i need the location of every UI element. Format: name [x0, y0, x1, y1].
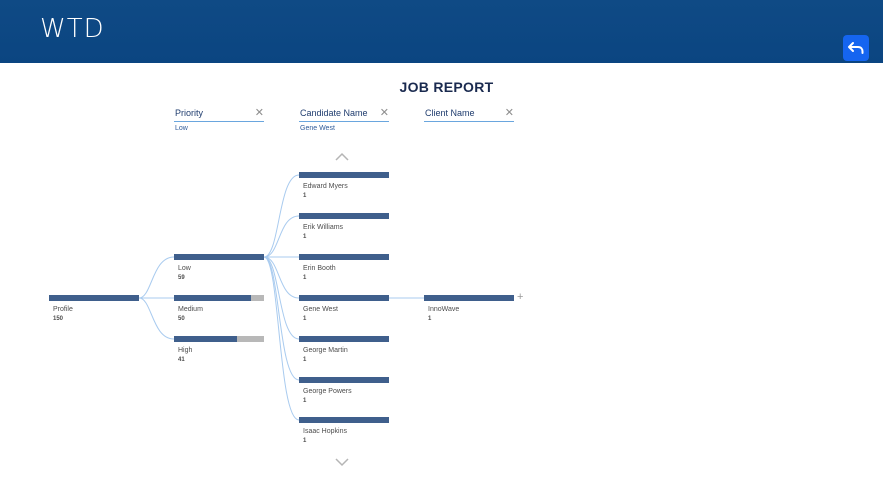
node-priority-low[interactable]: Low 59: [174, 254, 264, 281]
filter-candidate-name: Candidate Name ✕ Gene West: [299, 107, 389, 134]
node-label: Erin Booth: [303, 265, 336, 272]
node-label: George Martin: [303, 347, 348, 354]
node-priority-high[interactable]: High 41: [174, 336, 264, 363]
node-bar: [299, 254, 389, 260]
node-bar: [299, 213, 389, 219]
link-profile-high: [138, 297, 175, 340]
node-bar: [174, 295, 264, 301]
close-icon[interactable]: ✕: [254, 107, 264, 119]
app-header: WTD: [0, 0, 883, 63]
link-low-isaac-hopkins: [263, 256, 300, 421]
node-value: 1: [303, 357, 307, 363]
node-label: Isaac Hopkins: [303, 428, 347, 435]
node-candidate-george-powers[interactable]: George Powers 1: [299, 377, 389, 404]
node-bar: [299, 336, 389, 342]
link-low-edward-myers: [263, 174, 300, 258]
filter-priority: Priority ✕ Low: [174, 107, 264, 134]
node-value: 50: [178, 316, 185, 322]
page-title: JOB REPORT: [399, 79, 494, 95]
node-label: InnoWave: [428, 306, 460, 313]
link-low-george-martin: [263, 256, 300, 340]
node-bar: [49, 295, 139, 301]
plus-icon[interactable]: +: [517, 291, 524, 303]
link-profile-low: [138, 256, 175, 299]
node-bar: [299, 417, 389, 423]
node-bar-fill: [174, 336, 237, 342]
node-candidate-isaac-hopkins[interactable]: Isaac Hopkins 1: [299, 417, 389, 444]
link-low-erik-williams: [263, 215, 300, 258]
node-value: 1: [428, 316, 432, 322]
filter-priority-header[interactable]: Priority ✕: [174, 107, 264, 122]
node-client-innowave[interactable]: InnoWave 1: [424, 295, 514, 322]
filter-client-name: Client Name ✕: [424, 107, 514, 134]
filter-candidate-name-header[interactable]: Candidate Name ✕: [299, 107, 389, 122]
close-icon[interactable]: ✕: [379, 107, 389, 119]
filter-client-name-label: Client Name: [425, 108, 475, 118]
node-value: 1: [303, 275, 307, 281]
node-label: Edward Myers: [303, 183, 348, 190]
node-bar: [299, 172, 389, 178]
node-value: 1: [303, 438, 307, 444]
chevron-down-icon[interactable]: [334, 457, 350, 467]
link-low-george-powers: [263, 256, 300, 381]
node-label: High: [178, 347, 193, 354]
node-value: 1: [303, 193, 307, 199]
node-bar: [299, 377, 389, 383]
filter-candidate-name-label: Candidate Name: [300, 108, 368, 118]
close-icon[interactable]: ✕: [504, 107, 514, 119]
node-value: 1: [303, 316, 307, 322]
node-value: 59: [178, 275, 185, 281]
node-priority-medium[interactable]: Medium 50: [174, 295, 264, 322]
node-candidate-george-martin[interactable]: George Martin 1: [299, 336, 389, 363]
node-candidate-erik-williams[interactable]: Erik Williams 1: [299, 213, 389, 240]
node-bar: [174, 336, 264, 342]
node-label: Profile: [53, 306, 73, 313]
node-candidate-erin-booth[interactable]: Erin Booth 1: [299, 254, 389, 281]
chevron-up-icon[interactable]: [334, 152, 350, 162]
filter-client-name-header[interactable]: Client Name ✕: [424, 107, 514, 122]
filter-priority-value: Low: [175, 125, 188, 132]
back-button[interactable]: [843, 35, 869, 61]
node-label: Low: [178, 265, 191, 272]
node-profile[interactable]: Profile 150: [49, 295, 139, 322]
node-label: Gene West: [303, 306, 338, 313]
node-label: Erik Williams: [303, 224, 344, 231]
app-logo: WTD: [40, 14, 105, 44]
node-bar: [424, 295, 514, 301]
return-arrow-icon: [848, 42, 864, 54]
node-label: George Powers: [303, 388, 352, 395]
node-candidate-gene-west[interactable]: Gene West 1: [299, 295, 389, 322]
node-value: 41: [178, 357, 185, 363]
node-value: 1: [303, 398, 307, 404]
node-candidate-edward-myers[interactable]: Edward Myers 1: [299, 172, 389, 199]
filter-priority-label: Priority: [175, 108, 204, 118]
node-bar: [174, 254, 264, 260]
node-bar: [299, 295, 389, 301]
node-label: Medium: [178, 306, 203, 313]
filter-candidate-name-value: Gene West: [300, 125, 335, 132]
node-value: 1: [303, 234, 307, 240]
node-bar-fill: [174, 295, 251, 301]
link-low-gene-west: [263, 256, 300, 299]
node-value: 150: [53, 316, 64, 322]
